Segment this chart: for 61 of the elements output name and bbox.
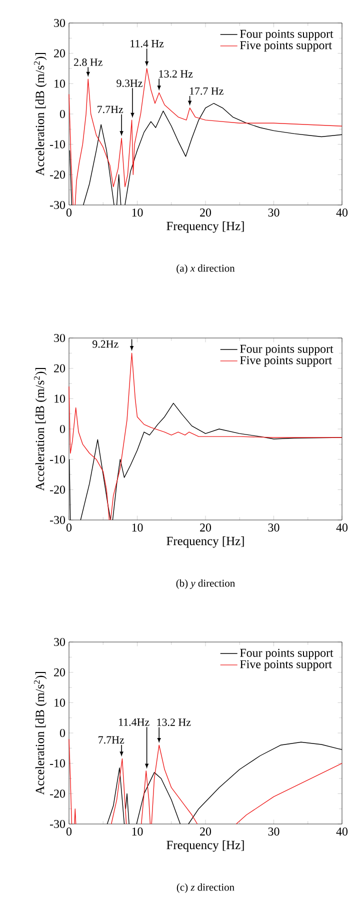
legend-label: Four points support	[240, 648, 334, 660]
y-axis-title: Acceleration [dB (m/s$^{2}$)]	[34, 672, 47, 795]
annotation: 7.7Hz	[98, 736, 124, 744]
annotation: 17.7 Hz	[190, 87, 224, 95]
legend-label: Four points support	[240, 344, 334, 356]
x-tick-label: 10	[132, 208, 143, 217]
y-axis-title: Acceleration [dB (m/s$^{2}$)]	[34, 53, 47, 176]
x-tick-label: 0	[66, 828, 72, 836]
y-tick-label: -30	[50, 820, 66, 828]
y-tick-label: -30	[50, 200, 66, 210]
text: (b) y direction	[176, 579, 235, 589]
x-axis-title: Frequency [Hz]	[166, 221, 244, 233]
legend-label: Five points support	[240, 660, 332, 671]
x-axis-title: Frequency [Hz]	[166, 536, 244, 548]
x-tick-label: 10	[132, 828, 143, 836]
annotation: 11.4Hz	[119, 718, 150, 726]
text: (a) x direction	[176, 264, 235, 274]
x-tick-label: 20	[200, 828, 212, 836]
y-tick-label: 0	[60, 728, 66, 738]
legend-label: Four points support	[240, 30, 334, 40]
y-tick-label: -20	[50, 790, 66, 798]
annotation: 2.8 Hz	[74, 58, 102, 66]
annotation: 13.2 Hz	[157, 718, 191, 726]
annotation: 7.7Hz	[98, 106, 124, 114]
text: (c) z direction	[176, 883, 234, 893]
x-tick-label: 30	[268, 208, 280, 217]
x-tick-label: 20	[200, 208, 212, 217]
y-tick-label: 10	[54, 698, 66, 707]
y-tick-label: 20	[54, 49, 66, 58]
y-tick-label: -10	[50, 759, 66, 768]
y-axis-title: Acceleration [dB (m/s$^{2}$)]	[34, 368, 47, 491]
x-tick-label: 20	[200, 524, 212, 532]
y-tick-label: -30	[50, 516, 66, 524]
x-tick-label: 40	[336, 828, 348, 836]
y-tick-label: 20	[54, 364, 66, 372]
x-tick-label: 30	[268, 828, 280, 836]
x-tick-label: 40	[336, 524, 348, 532]
legend-label: Five points support	[240, 41, 332, 52]
x-tick-label: 0	[66, 524, 72, 532]
y-tick-label: 10	[54, 394, 66, 403]
y-tick-label: -10	[50, 140, 66, 148]
y-tick-label: -20	[50, 170, 66, 179]
x-tick-label: 40	[336, 208, 348, 217]
y-tick-label: 0	[60, 110, 66, 118]
x-tick-label: 10	[132, 524, 143, 532]
x-axis-title: Frequency [Hz]	[166, 840, 244, 852]
y-tick-label: 30	[54, 638, 66, 646]
x-tick-label: 30	[268, 524, 280, 532]
annotation: 9.3Hz	[116, 80, 142, 87]
annotation: 11.4 Hz	[130, 40, 164, 48]
legend-label: Five points support	[240, 356, 332, 367]
y-tick-label: 30	[54, 334, 66, 342]
annotation: 9.2Hz	[92, 340, 118, 348]
y-tick-label: -10	[50, 455, 66, 464]
y-tick-label: 0	[60, 424, 66, 434]
y-tick-label: 30	[54, 18, 66, 28]
y-tick-label: 20	[54, 668, 66, 676]
y-tick-label: 10	[54, 80, 66, 88]
y-tick-label: -20	[50, 486, 66, 494]
annotation: 13.2 Hz	[159, 70, 193, 78]
x-tick-label: 0	[66, 208, 72, 217]
